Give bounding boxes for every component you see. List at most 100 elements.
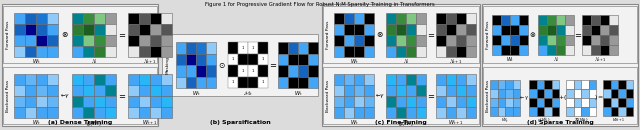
Bar [186, 76, 196, 88]
Bar [386, 96, 396, 106]
Bar [83, 96, 94, 106]
Text: Masking: Masking [166, 56, 170, 74]
Bar [25, 96, 36, 106]
Bar [589, 89, 596, 98]
Bar [529, 80, 536, 89]
Bar [497, 89, 505, 98]
Bar [519, 34, 528, 44]
Bar [150, 24, 161, 34]
Bar [490, 80, 497, 89]
Bar [482, 4, 638, 126]
Bar [538, 34, 547, 44]
Bar [47, 24, 58, 34]
Bar [83, 34, 94, 46]
Bar [573, 89, 581, 98]
Bar [150, 34, 161, 46]
Bar [354, 73, 364, 84]
Bar [501, 24, 510, 34]
Bar [552, 89, 559, 98]
Bar [128, 73, 139, 84]
Bar [228, 65, 238, 76]
Text: $\mathcal{X}_i$: $\mathcal{X}_i$ [91, 57, 97, 66]
Bar [556, 24, 565, 34]
Bar [566, 89, 573, 98]
Bar [47, 34, 58, 46]
Bar [105, 84, 116, 96]
Text: $W_{t+1}$: $W_{t+1}$ [142, 119, 157, 127]
Bar [547, 15, 556, 24]
Bar [446, 34, 456, 46]
Bar [36, 34, 47, 46]
Bar [334, 34, 344, 46]
Bar [206, 54, 216, 65]
Bar [466, 106, 476, 118]
Bar [364, 106, 374, 118]
Bar [278, 54, 288, 65]
Bar [94, 24, 105, 34]
Text: $=$: $=$ [573, 30, 583, 39]
Bar [72, 106, 83, 118]
Bar [505, 80, 513, 89]
Bar [436, 12, 446, 24]
Bar [72, 24, 83, 34]
Text: Figure 1 for Progressive Gradient Flow for Robust N:M Sparsity Training in Trans: Figure 1 for Progressive Gradient Flow f… [205, 2, 435, 7]
Bar [544, 89, 552, 98]
Bar [83, 84, 94, 96]
Bar [72, 12, 83, 24]
Text: $\leftarrow\!\gamma$: $\leftarrow\!\gamma$ [519, 93, 530, 102]
Bar [94, 46, 105, 57]
Bar [364, 46, 374, 57]
Bar [139, 96, 150, 106]
Bar [483, 67, 637, 124]
Bar [396, 84, 406, 96]
Bar [128, 46, 139, 57]
Bar [36, 96, 47, 106]
Text: $=$: $=$ [426, 30, 436, 39]
Bar [406, 96, 416, 106]
Bar [105, 12, 116, 24]
Bar [573, 106, 581, 115]
Text: 0: 0 [242, 57, 244, 61]
Bar [416, 24, 426, 34]
Bar [386, 12, 396, 24]
Text: $W_{t+1}$: $W_{t+1}$ [612, 116, 625, 124]
Bar [25, 12, 36, 24]
Bar [3, 67, 157, 124]
Bar [354, 106, 364, 118]
Bar [538, 24, 547, 34]
Bar [308, 42, 318, 54]
Bar [513, 98, 520, 106]
Bar [547, 44, 556, 54]
Bar [344, 96, 354, 106]
Text: $+($: $+($ [558, 93, 567, 102]
Text: $=$: $=$ [117, 91, 127, 100]
Bar [36, 84, 47, 96]
Bar [47, 73, 58, 84]
Bar [436, 96, 446, 106]
Bar [466, 46, 476, 57]
Bar [536, 80, 544, 89]
Bar [552, 98, 559, 106]
Text: Backward Pass: Backward Pass [6, 79, 10, 112]
Bar [176, 65, 186, 76]
Bar [581, 89, 589, 98]
Bar [139, 24, 150, 34]
Bar [162, 34, 318, 96]
Bar [105, 24, 116, 34]
Bar [497, 80, 505, 89]
Bar [248, 54, 258, 65]
Bar [354, 34, 364, 46]
Bar [552, 106, 559, 115]
Bar [161, 96, 172, 106]
Bar [406, 73, 416, 84]
Bar [581, 106, 589, 115]
Bar [308, 65, 318, 76]
Bar [600, 15, 609, 24]
Bar [176, 42, 186, 54]
Bar [529, 89, 536, 98]
Bar [161, 84, 172, 96]
Bar [196, 54, 206, 65]
Bar [501, 44, 510, 54]
Bar [386, 34, 396, 46]
Bar [258, 54, 268, 65]
